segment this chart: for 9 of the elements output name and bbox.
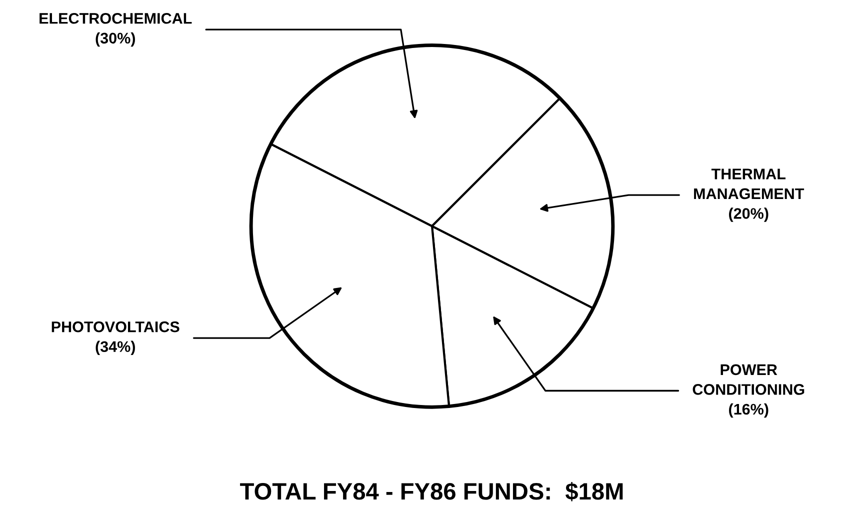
slice-label: POWER CONDITIONING	[692, 364, 804, 395]
data-label: (30%)	[96, 32, 135, 47]
slice-label: THERMAL MANAGEMENT	[694, 168, 804, 200]
slice-label: ELECTROCHEMICAL	[40, 12, 192, 24]
data-label: (34%)	[96, 340, 135, 356]
data-label: (20%)	[729, 208, 768, 222]
data-label: (16%)	[729, 403, 768, 418]
text: TOTAL FY84 - FY86 FUNDS: $18M	[240, 482, 623, 502]
slice-label: PHOTOVOLTAICS	[52, 321, 180, 332]
